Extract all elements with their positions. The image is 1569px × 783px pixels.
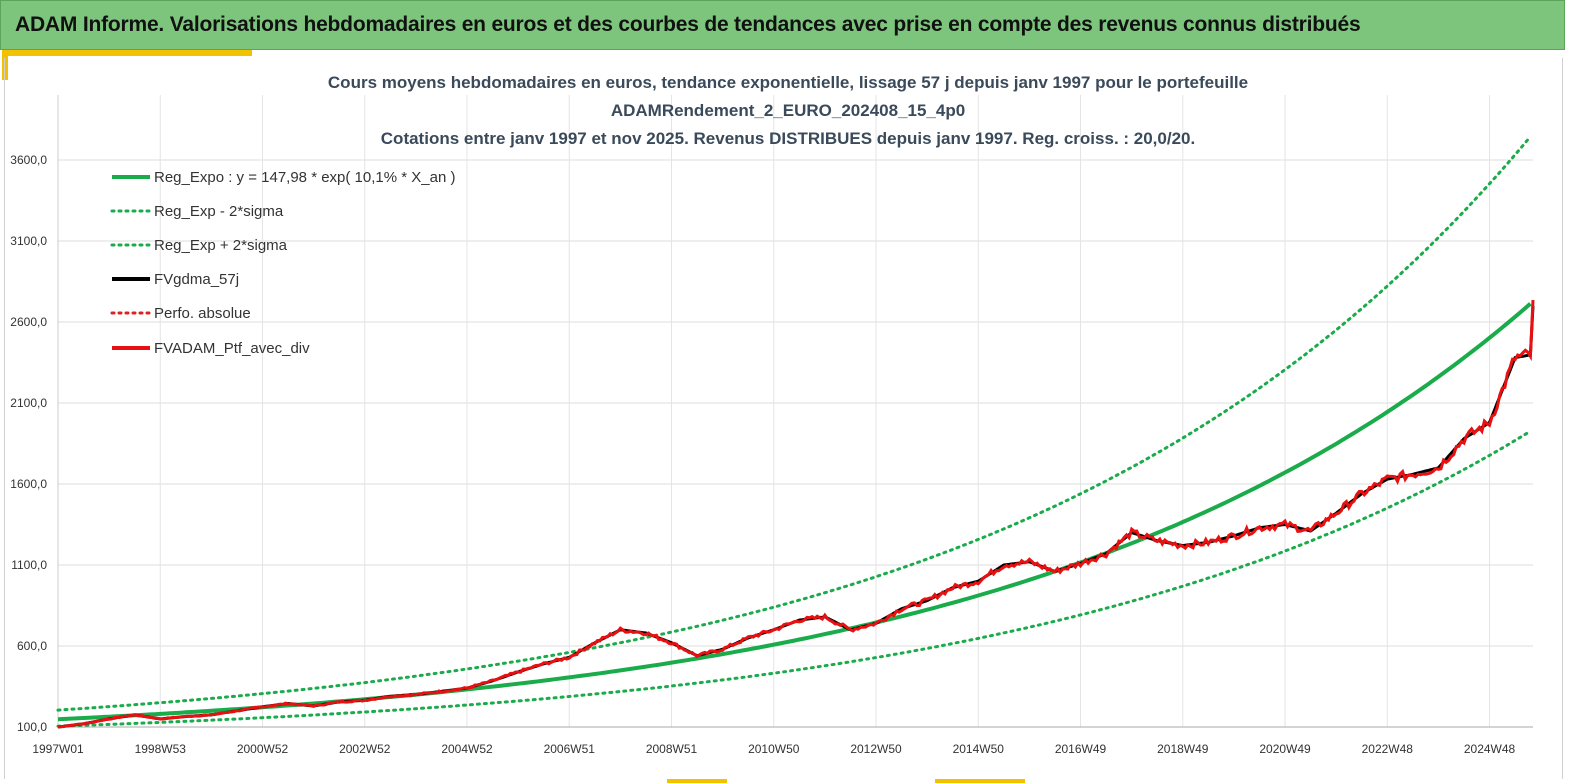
x-tick-label: 2008W51 (646, 742, 698, 756)
y-tick-label: 1600,0 (10, 477, 47, 491)
y-tick-label: 3600,0 (10, 153, 47, 167)
legend-label: FVADAM_Ptf_avec_div (154, 340, 310, 357)
accent-bar (2, 50, 252, 56)
x-tick-label: 2006W51 (544, 742, 596, 756)
legend-label: Reg_Exp + 2*sigma (154, 237, 288, 254)
x-tick-label: 2012W50 (850, 742, 902, 756)
y-tick-label: 100,0 (17, 720, 47, 734)
x-tick-label: 1997W01 (32, 742, 84, 756)
y-tick-label: 2600,0 (10, 315, 47, 329)
x-tick-label: 2024W48 (1464, 742, 1516, 756)
y-tick-label: 2100,0 (10, 396, 47, 410)
reg-exp-minus-2sigma-line (56, 429, 1532, 728)
y-tick-label: 3100,0 (10, 234, 47, 248)
x-tick-label: 2016W49 (1055, 742, 1107, 756)
x-tick-label: 2002W52 (339, 742, 391, 756)
legend: Reg_Expo : y = 147,98 * exp( 10,1% * X_a… (110, 169, 455, 357)
x-tick-label: 2018W49 (1157, 742, 1209, 756)
legend-label: Reg_Exp - 2*sigma (154, 203, 284, 220)
legend-label: FVgdma_57j (154, 271, 239, 288)
x-tick-label: 2000W52 (237, 742, 289, 756)
x-tick-label: 2010W50 (748, 742, 800, 756)
plot-area (56, 135, 1535, 729)
y-tick-label: 1100,0 (11, 558, 47, 572)
chart-title-line: Cotations entre janv 1997 et nov 2025. R… (381, 129, 1195, 148)
accent-bar-bottom (667, 779, 727, 783)
fvadam-ptf-line (57, 300, 1535, 729)
grid (57, 95, 1533, 728)
chart-frame (4, 58, 1563, 779)
x-tick-label: 2014W50 (953, 742, 1005, 756)
chart-title-line: ADAMRendement_2_EURO_202408_15_4p0 (611, 101, 965, 120)
y-tick-label: 600,0 (17, 639, 47, 653)
chart-title-line: Cours moyens hebdomadaires en euros, ten… (328, 73, 1248, 92)
chart-title: Cours moyens hebdomadaires en euros, ten… (328, 73, 1248, 148)
x-tick-label: 2022W48 (1362, 742, 1414, 756)
accent-bar-bottom (935, 779, 1025, 783)
legend-label: Perfo. absolue (154, 305, 251, 322)
reg-expo-line (57, 302, 1532, 722)
x-tick-label: 2004W52 (441, 742, 493, 756)
header-bar: ADAM Informe. Valorisations hebdomadaire… (0, 0, 1565, 50)
y-axis: 100,0 600,0 1100,0 1600,0 2100,0 2600,0 3100,0… (10, 153, 47, 734)
fvgdma-57j-line (57, 305, 1535, 729)
x-tick-label: 1998W53 (135, 742, 187, 756)
legend-label: Reg_Expo : y = 147,98 * exp( 10,1% * X_a… (154, 169, 455, 186)
accent-bar-left (2, 50, 8, 80)
page-title: ADAM Informe. Valorisations hebdomadaire… (15, 13, 1361, 36)
reg-exp-plus-2sigma-line (56, 135, 1532, 712)
x-tick-label: 2020W49 (1259, 742, 1311, 756)
x-axis: 1997W01 1998W53 2000W52 2002W52 2004W52 2006W… (32, 742, 1515, 756)
